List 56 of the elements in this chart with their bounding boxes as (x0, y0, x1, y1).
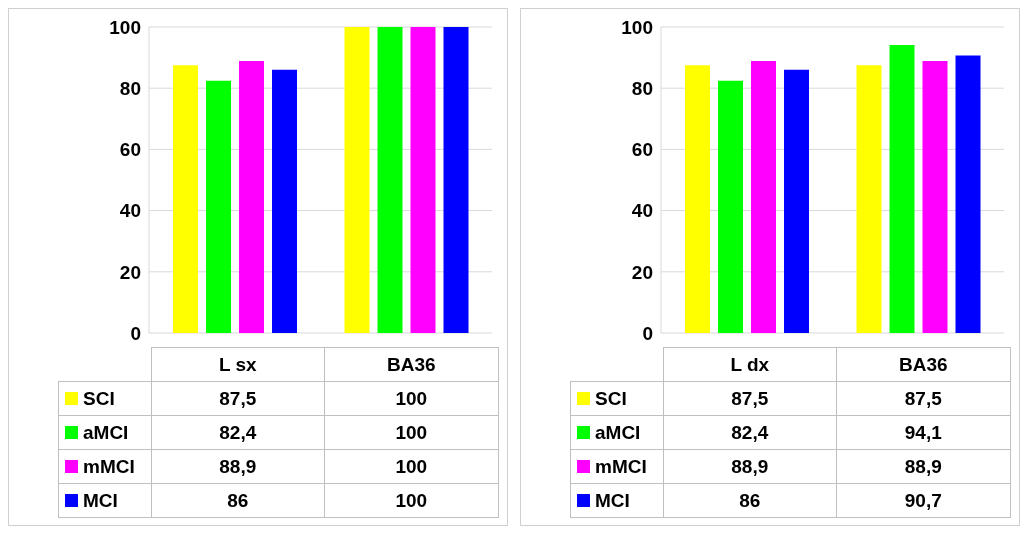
bar (751, 60, 777, 333)
bar (377, 27, 403, 333)
x-tick-label: L dx (663, 347, 837, 382)
y-tick-label: 20 (631, 261, 653, 283)
legend-label: mMCI (83, 455, 135, 477)
y-tick-label: 20 (119, 261, 141, 283)
x-tick-label: L sx (151, 347, 325, 382)
bar (889, 45, 915, 333)
data-label: 86 (151, 483, 325, 518)
data-label: 100 (324, 449, 498, 484)
bar (410, 27, 436, 333)
legend-label: MCI (83, 489, 118, 511)
bar (206, 80, 232, 333)
y-tick-label: 0 (642, 322, 653, 344)
legend-label: aMCI (595, 421, 641, 443)
bar (784, 69, 810, 333)
bar (344, 27, 370, 333)
data-label: 82,4 (151, 415, 325, 450)
legend-label: SCI (595, 387, 627, 409)
data-label: 100 (324, 483, 498, 518)
y-tick-label: 80 (631, 77, 653, 99)
bar (922, 60, 948, 333)
bar (239, 60, 265, 333)
bar (718, 80, 744, 333)
y-tick-label: 40 (119, 200, 141, 222)
bar (443, 27, 469, 333)
data-label: 88,9 (836, 449, 1010, 484)
legend-label: aMCI (83, 421, 129, 443)
data-label: 86 (663, 483, 837, 518)
bar (685, 65, 711, 333)
data-label: 82,4 (663, 415, 837, 450)
data-label: 94,1 (836, 415, 1010, 450)
legend-label: MCI (595, 489, 630, 511)
y-tick-label: 60 (631, 139, 653, 161)
legend-label: mMCI (595, 455, 647, 477)
data-label: 87,5 (151, 381, 325, 416)
data-label: 87,5 (663, 381, 837, 416)
y-tick-label: 40 (631, 200, 653, 222)
data-label: 87,5 (836, 381, 1010, 416)
x-tick-label: BA36 (324, 347, 498, 382)
legend-label: SCI (83, 387, 115, 409)
x-tick-label: BA36 (836, 347, 1010, 382)
y-tick-label: 100 (109, 16, 141, 38)
data-label: 90,7 (836, 483, 1010, 518)
data-label: 100 (324, 415, 498, 450)
y-tick-label: 100 (621, 16, 653, 38)
y-tick-label: 0 (130, 322, 141, 344)
y-tick-label: 80 (119, 77, 141, 99)
bar (856, 65, 882, 333)
bar (272, 69, 298, 333)
data-label: 88,9 (151, 449, 325, 484)
bar (955, 55, 981, 333)
y-tick-label: 60 (119, 139, 141, 161)
data-label: 88,9 (663, 449, 837, 484)
bar (173, 65, 199, 333)
data-label: 100 (324, 381, 498, 416)
